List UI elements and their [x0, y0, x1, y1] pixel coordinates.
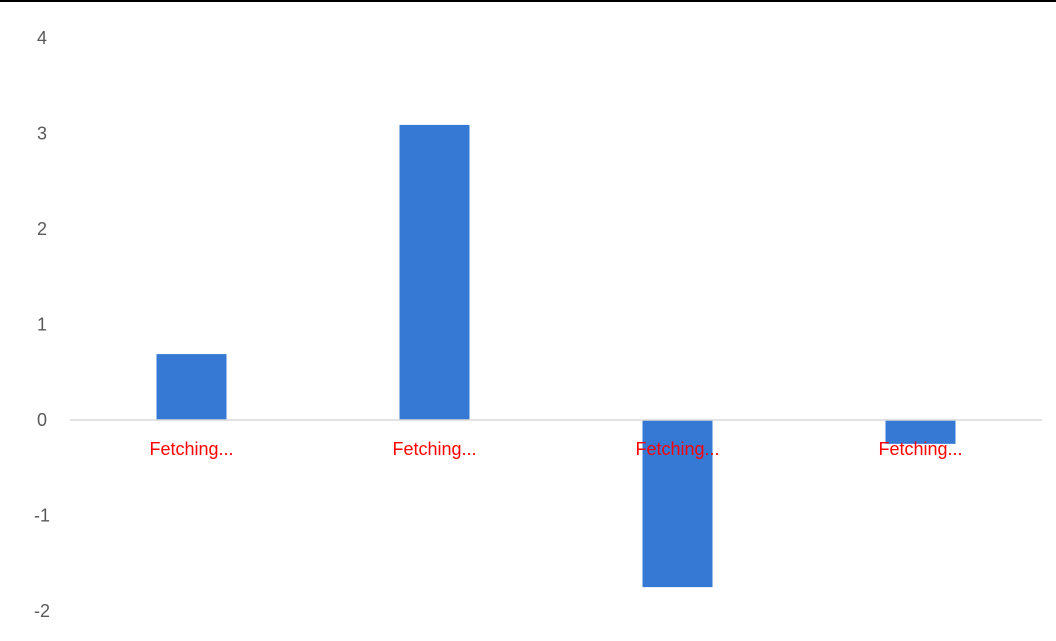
category-labels: Fetching... Fetching... Fetching... Fetchin… — [149, 439, 962, 459]
y-axis-ticks: 4 3 2 1 0 -1 -2 — [34, 28, 50, 621]
bars — [156, 124, 956, 588]
bar — [642, 420, 713, 588]
bar — [156, 354, 227, 420]
bar — [885, 420, 956, 444]
y-tick-label: -1 — [34, 506, 50, 526]
category-label: Fetching... — [392, 439, 476, 459]
category-label: Fetching... — [149, 439, 233, 459]
y-tick-label: 4 — [37, 28, 47, 48]
category-label: Fetching... — [635, 439, 719, 459]
category-label: Fetching... — [878, 439, 962, 459]
bar — [399, 124, 470, 420]
y-tick-label: -2 — [34, 601, 50, 621]
y-tick-label: 1 — [37, 315, 47, 335]
y-tick-label: 3 — [37, 124, 47, 144]
top-border — [0, 0, 1056, 2]
y-tick-label: 0 — [37, 410, 47, 430]
y-tick-label: 2 — [37, 219, 47, 239]
